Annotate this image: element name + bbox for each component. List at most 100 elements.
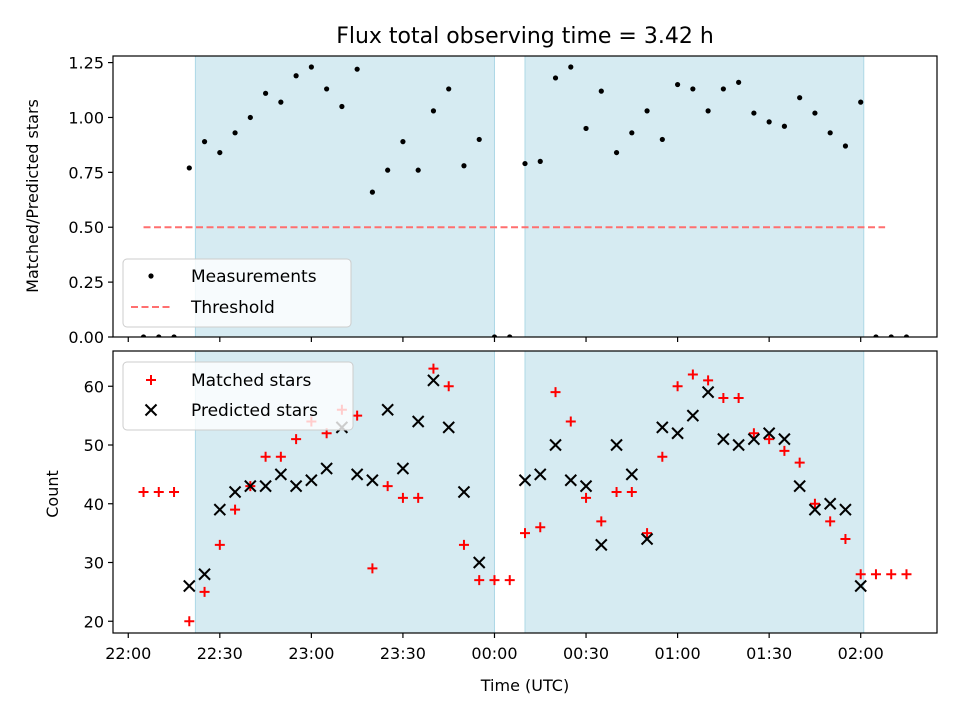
matched-stars-marker	[840, 534, 851, 544]
predicted-stars-marker	[274, 468, 288, 481]
matched-stars-marker	[764, 434, 775, 445]
predicted-stars-marker	[671, 427, 684, 440]
x-axis-label: Time (UTC)	[480, 676, 569, 695]
predicted-stars-marker	[381, 403, 394, 416]
predicted-stars-marker	[366, 474, 379, 487]
bottom-panel: 20 30 40 50 60 22:00 22:30 23:00 23:30 00:00 00:30…	[84, 350, 938, 663]
measurement-point	[659, 136, 665, 143]
matched-stars-marker	[352, 410, 363, 421]
measurement-point	[598, 88, 604, 94]
measurement-point	[201, 139, 208, 145]
measurement-point	[858, 99, 864, 105]
measurement-point	[720, 86, 726, 92]
matched-stars-marker	[565, 416, 576, 427]
measurement-point	[156, 334, 162, 337]
predicted-stars-marker	[518, 474, 532, 487]
measurement-point	[354, 66, 360, 72]
predicted-stars-marker	[534, 468, 547, 481]
measurement-point	[446, 86, 452, 92]
matched-stars-marker	[367, 563, 378, 574]
predicted-stars-marker	[396, 462, 410, 475]
measurement-point	[461, 163, 467, 169]
measurement-point	[903, 334, 910, 337]
predicted-stars-marker	[656, 421, 669, 434]
matched-stars-marker	[291, 434, 302, 445]
measurement-point	[522, 160, 528, 167]
predicted-stars-marker	[411, 415, 425, 428]
x-tick-label: 01:30	[746, 644, 792, 663]
predicted-stars-marker	[320, 462, 333, 475]
measurement-point	[262, 90, 269, 96]
predicted-stars-marker	[213, 503, 227, 516]
matched-stars-marker	[718, 393, 729, 403]
matched-stars-marker	[413, 492, 424, 503]
measurement-point	[568, 64, 574, 70]
measurement-point	[583, 125, 589, 132]
predicted-stars-marker	[564, 474, 577, 487]
plot-area	[140, 56, 910, 337]
predicted-stars-marker	[625, 468, 639, 481]
measurement-point	[842, 143, 849, 149]
chart-title: Flux total observing time = 3.42 h	[336, 24, 714, 49]
x-tick-label: 23:30	[380, 644, 426, 663]
measurement-point	[171, 334, 177, 337]
matched-stars-marker	[733, 393, 744, 403]
y-tick-label: 60	[84, 377, 104, 396]
measurement-point	[888, 334, 894, 337]
legend-box	[122, 361, 354, 431]
measurement-point	[217, 149, 223, 156]
matched-stars-marker	[199, 586, 210, 597]
measurement-point	[873, 334, 879, 337]
y-tick-label: 0.75	[68, 163, 104, 182]
measurement-point	[812, 110, 818, 116]
matched-stars-marker	[596, 516, 607, 527]
predicted-stars-marker	[717, 432, 730, 446]
measurement-point	[613, 149, 620, 156]
predicted-stars-marker	[473, 556, 486, 569]
x-tick-label: 23:00	[288, 644, 334, 663]
axes-frame	[112, 350, 938, 634]
legend-bottom: Matched stars Predicted stars	[122, 361, 354, 431]
y-tick-label: 30	[84, 554, 104, 573]
predicted-stars-marker	[640, 532, 654, 546]
measurement-point	[674, 81, 681, 88]
matched-stars-marker	[184, 616, 195, 627]
measurement-point	[644, 108, 650, 114]
top-panel: 0.00 0.25 0.50 0.75 1.00 1.25 Measurements Thre…	[68, 54, 938, 347]
measurement-point	[247, 114, 253, 121]
measurement-point	[186, 165, 192, 171]
matched-stars-marker	[275, 451, 286, 462]
predicted-stars-marker	[686, 409, 700, 422]
matched-stars-marker	[825, 516, 836, 527]
matched-stars-marker	[870, 569, 881, 580]
matched-stars-marker	[581, 492, 592, 503]
predicted-stars-marker	[747, 432, 761, 446]
measurement-point	[552, 75, 559, 81]
y-tick-label: 1.00	[68, 108, 104, 127]
measurement-point	[705, 108, 711, 114]
matched-stars-marker	[657, 451, 668, 462]
measurement-point	[736, 79, 742, 85]
predicted-stars-marker	[823, 497, 837, 510]
matched-stars-marker	[230, 504, 241, 515]
matched-stars-marker	[504, 575, 515, 586]
measurement-point	[415, 167, 421, 173]
predicted-stars-marker	[793, 479, 806, 493]
matched-stars-marker	[642, 528, 653, 539]
y-tick-label: 0.50	[68, 218, 104, 237]
top-y-axis-label: Matched/Predicted stars	[23, 99, 42, 293]
measurement-point	[369, 189, 376, 195]
legend-predicted-label: Predicted stars	[191, 401, 318, 421]
matched-stars-marker	[474, 575, 485, 586]
predicted-stars-marker	[259, 479, 272, 493]
matched-stars-marker	[169, 487, 180, 497]
x-tick-label: 02:00	[838, 644, 884, 663]
matched-stars-marker	[703, 375, 714, 386]
y-tick-label: 1.25	[68, 54, 104, 73]
measurement-point	[507, 334, 513, 337]
measurement-point	[324, 86, 330, 92]
measurement-point	[232, 130, 238, 136]
matched-stars-marker	[382, 481, 393, 492]
matched-stars-marker	[626, 487, 637, 497]
matched-stars-marker	[535, 522, 546, 533]
